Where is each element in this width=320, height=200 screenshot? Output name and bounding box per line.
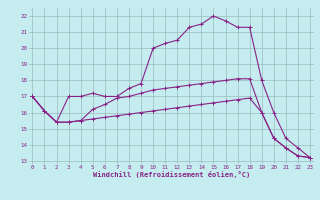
X-axis label: Windchill (Refroidissement éolien,°C): Windchill (Refroidissement éolien,°C) [92, 172, 250, 179]
